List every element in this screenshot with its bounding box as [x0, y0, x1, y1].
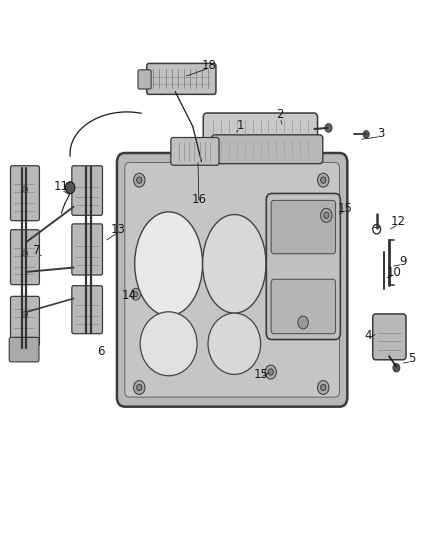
- Circle shape: [22, 186, 28, 192]
- FancyBboxPatch shape: [138, 70, 151, 89]
- FancyBboxPatch shape: [203, 113, 318, 143]
- Text: 18: 18: [201, 59, 216, 71]
- Text: 9: 9: [399, 255, 407, 268]
- Circle shape: [134, 173, 145, 187]
- Text: 12: 12: [391, 215, 406, 228]
- FancyBboxPatch shape: [117, 153, 347, 407]
- Ellipse shape: [135, 212, 202, 316]
- Text: 15: 15: [253, 368, 268, 381]
- Text: 15: 15: [338, 203, 353, 215]
- Text: 5: 5: [408, 352, 415, 365]
- Circle shape: [318, 381, 329, 394]
- Circle shape: [321, 177, 326, 183]
- Circle shape: [325, 124, 332, 132]
- Circle shape: [134, 292, 138, 297]
- Text: 6: 6: [97, 345, 105, 358]
- Circle shape: [318, 173, 329, 187]
- FancyBboxPatch shape: [9, 337, 39, 362]
- Circle shape: [393, 364, 400, 372]
- Text: 10: 10: [387, 266, 402, 279]
- FancyBboxPatch shape: [72, 224, 102, 275]
- Ellipse shape: [202, 214, 266, 313]
- FancyBboxPatch shape: [11, 296, 39, 346]
- Circle shape: [363, 131, 369, 138]
- Circle shape: [131, 288, 141, 300]
- Text: 3: 3: [378, 127, 385, 140]
- Text: 1: 1: [236, 119, 244, 132]
- Circle shape: [324, 212, 329, 219]
- Circle shape: [22, 311, 28, 318]
- FancyBboxPatch shape: [72, 166, 102, 215]
- FancyBboxPatch shape: [125, 163, 339, 397]
- Circle shape: [22, 250, 28, 256]
- Circle shape: [321, 384, 326, 391]
- Text: 4: 4: [364, 329, 372, 342]
- FancyBboxPatch shape: [212, 135, 323, 164]
- Ellipse shape: [208, 313, 261, 374]
- Circle shape: [265, 365, 276, 379]
- FancyBboxPatch shape: [147, 63, 216, 94]
- FancyBboxPatch shape: [171, 138, 219, 165]
- FancyBboxPatch shape: [271, 279, 336, 334]
- Text: 2: 2: [276, 108, 284, 121]
- Text: 7: 7: [33, 244, 41, 257]
- FancyBboxPatch shape: [266, 193, 340, 340]
- Circle shape: [65, 182, 75, 193]
- FancyBboxPatch shape: [72, 286, 102, 334]
- Circle shape: [298, 316, 308, 329]
- Ellipse shape: [140, 312, 197, 376]
- FancyBboxPatch shape: [11, 230, 39, 285]
- Text: 16: 16: [191, 193, 206, 206]
- Circle shape: [321, 208, 332, 222]
- Circle shape: [137, 384, 142, 391]
- FancyBboxPatch shape: [373, 314, 406, 360]
- Text: 13: 13: [111, 223, 126, 236]
- FancyBboxPatch shape: [271, 200, 336, 254]
- Circle shape: [268, 369, 273, 375]
- Circle shape: [137, 177, 142, 183]
- Text: 14: 14: [122, 289, 137, 302]
- Circle shape: [134, 381, 145, 394]
- Text: 11: 11: [54, 180, 69, 193]
- FancyBboxPatch shape: [11, 166, 39, 221]
